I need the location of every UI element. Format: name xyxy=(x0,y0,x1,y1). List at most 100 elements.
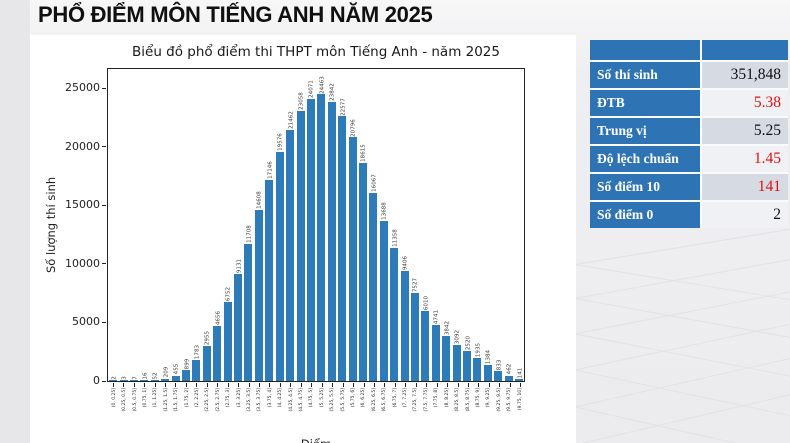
bar-value-label: 3842 xyxy=(443,321,450,335)
stats-row-value: 141 xyxy=(702,174,788,200)
bar-slot: 19576 xyxy=(275,69,285,381)
bar-value-label: 13688 xyxy=(380,202,387,220)
x-tick-slot: (0.75, 1] xyxy=(139,388,149,443)
x-tick-label: (4, 4.25] xyxy=(277,388,282,407)
x-tick-label: (6, 6.25] xyxy=(360,388,365,407)
bar-value-text: 52 xyxy=(151,372,159,380)
bar xyxy=(390,247,399,381)
x-tick-label: (4.5, 4.75] xyxy=(298,388,303,412)
x-tick-slot: (0.25, 0.5] xyxy=(118,388,128,443)
bar-slot: 13688 xyxy=(379,69,389,381)
bar xyxy=(369,192,378,381)
x-tick-mark xyxy=(405,383,407,387)
bar-value-text: 24463 xyxy=(317,75,325,94)
bar-value-label: 20796 xyxy=(349,119,356,137)
bar xyxy=(234,274,243,381)
x-tick-label-text: (1.5, 1.75] xyxy=(172,388,179,412)
x-tick-label-text: (7.75, 8] xyxy=(433,388,439,408)
x-tick-label: (4.75, 5] xyxy=(308,388,313,407)
x-tick-mark xyxy=(133,383,135,387)
bar-value-label: 141 xyxy=(516,368,523,379)
bar-value-text: 22577 xyxy=(338,97,346,116)
x-tick-mark xyxy=(436,383,438,387)
bar xyxy=(400,270,409,381)
bar-value-text: 24071 xyxy=(307,80,315,98)
x-tick-label-text: (2.75, 3] xyxy=(224,388,231,408)
x-tick-labels: (0, 0.25] (0.25, 0.5] (0.5, 0.75] (0.75, 1]… xyxy=(108,388,524,443)
bar xyxy=(473,358,482,381)
x-tick-label-text: (1, 1.25] xyxy=(152,388,158,408)
x-tick-mark xyxy=(300,383,302,387)
x-tick-mark xyxy=(123,383,125,387)
y-tick-label: 0 xyxy=(93,374,100,387)
bar-slot: 22577 xyxy=(337,69,347,381)
x-tick-slot: (9.25, 9.5] xyxy=(493,388,503,443)
bar xyxy=(431,325,440,381)
x-tick-label: (3.25, 3.5] xyxy=(246,388,251,412)
bar xyxy=(410,292,419,381)
bar-value-text: 19576 xyxy=(276,132,284,151)
x-tick-slot: (6.5, 6.75] xyxy=(379,388,389,443)
bar-value-label: 7 xyxy=(131,376,138,380)
bar-value-text: 2520 xyxy=(463,336,471,351)
x-tick-mark xyxy=(279,383,281,387)
x-tick-label-text: (9.5, 9.75] xyxy=(505,388,512,412)
x-tick-mark xyxy=(217,383,219,387)
bar-value-text: 3092 xyxy=(453,329,460,344)
x-tick-mark xyxy=(468,383,470,387)
x-tick-label-text: (6, 6.25] xyxy=(360,388,366,408)
bar-value-label: 209 xyxy=(162,367,169,378)
bar xyxy=(327,101,336,381)
x-tick-mark xyxy=(164,383,166,387)
x-tick-mark xyxy=(185,383,187,387)
bar-value-label: 2 xyxy=(110,376,117,380)
bar-value-label: 17146 xyxy=(266,161,273,179)
bar-slot: 1384 xyxy=(483,69,493,381)
bar-value-label: 24463 xyxy=(318,76,325,94)
x-tick-slot: (1, 1.25] xyxy=(150,388,160,443)
bar-value-label: 4656 xyxy=(214,311,221,325)
x-tick-label-text: (0, 0.25] xyxy=(110,388,116,408)
y-tick-label: 20000 xyxy=(65,139,100,153)
bar xyxy=(306,98,315,381)
bar xyxy=(119,380,128,381)
bar-value-text: 899 xyxy=(182,358,190,370)
bar-value-label: 9131 xyxy=(235,259,242,273)
bar xyxy=(515,379,524,381)
bar-value-label: 899 xyxy=(183,359,190,370)
stats-row-label: Số điểm 0 xyxy=(590,202,700,228)
x-tick-mark xyxy=(373,383,375,387)
x-tick-label-text: (2.5, 2.75] xyxy=(214,388,220,412)
stats-row-label: Độ lệch chuẩn xyxy=(590,146,700,172)
bar-slot: 7 xyxy=(129,69,139,381)
x-tick-slot: (7.25, 7.5] xyxy=(410,388,420,443)
x-tick-label: (9.25, 9.5] xyxy=(496,388,501,412)
bar-slot: 2520 xyxy=(462,69,472,381)
bar-value-label: 1783 xyxy=(193,345,200,359)
bar-value-label: 4741 xyxy=(432,310,439,324)
x-tick-label: (2.5, 2.75] xyxy=(215,388,220,412)
bar xyxy=(213,326,222,381)
bar-value-text: 209 xyxy=(161,366,169,378)
bar-value-text: 9131 xyxy=(234,258,242,274)
bar-value-label: 455 xyxy=(172,364,179,375)
bar xyxy=(379,220,388,381)
x-tick-label-text: (8.5, 8.75] xyxy=(464,388,470,412)
x-tick-mark xyxy=(426,383,428,387)
bar-slot: 23058 xyxy=(295,69,305,381)
bar-value-text: 11358 xyxy=(390,229,398,247)
bar-value-label: 11358 xyxy=(391,229,398,247)
x-tick-slot: (4.25, 4.5] xyxy=(285,388,295,443)
x-tick-slot: (9.75, 10] xyxy=(514,388,524,443)
bar xyxy=(161,378,170,381)
bar-slot: 899 xyxy=(181,69,191,381)
chart-title: Biểu đồ phổ điểm thi THPT môn Tiếng Anh … xyxy=(132,44,500,60)
bar-slot: 6010 xyxy=(420,69,430,381)
bar-slot: 52 xyxy=(150,69,160,381)
x-axis-title: Điểm xyxy=(107,437,525,443)
x-tick-label-text: (4.25, 4.5] xyxy=(287,388,293,412)
bar-value-text: 6752 xyxy=(224,286,232,301)
bar xyxy=(358,162,367,381)
bar xyxy=(171,375,180,381)
x-tick-mark xyxy=(384,383,386,387)
